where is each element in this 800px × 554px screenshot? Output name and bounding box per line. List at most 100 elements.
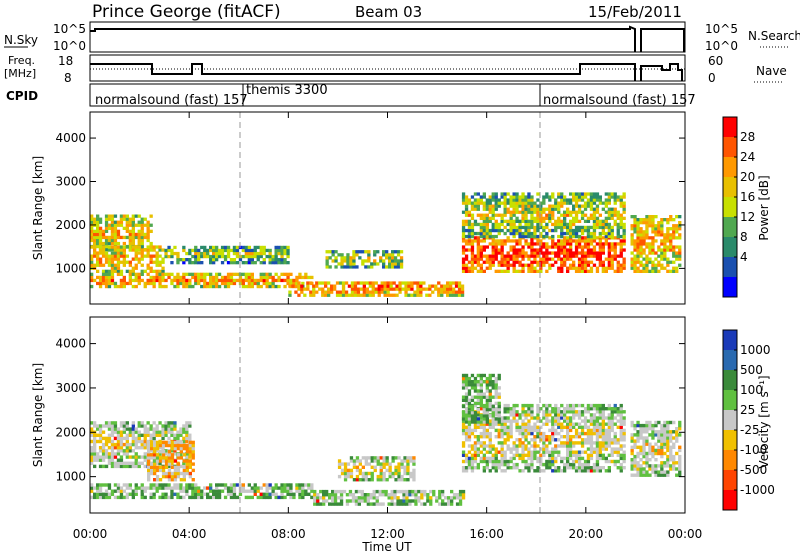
data-cell: [140, 489, 144, 493]
data-cell: [569, 201, 573, 205]
colorbar-swatch: [723, 330, 737, 351]
data-cell: [630, 458, 634, 462]
data-cell: [388, 253, 392, 257]
data-cell: [158, 468, 163, 473]
data-cell: [521, 469, 525, 473]
data-cell: [464, 398, 469, 402]
data-cell: [500, 216, 504, 220]
data-cell: [515, 225, 519, 230]
data-cell: [592, 251, 597, 255]
data-cell: [104, 260, 109, 264]
data-cell: [675, 433, 679, 437]
data-cell: [90, 452, 94, 456]
data-cell: [223, 245, 228, 250]
data-cell: [470, 234, 475, 239]
data-cell: [604, 441, 608, 445]
data-cell: [116, 269, 121, 273]
data-cell: [370, 474, 374, 479]
data-cell: [530, 216, 534, 220]
data-cell: [382, 465, 386, 469]
data-cell: [616, 260, 620, 264]
data-cell: [577, 228, 582, 233]
data-cell: [406, 462, 410, 466]
data-cell: [440, 293, 444, 297]
data-cell: [592, 447, 597, 451]
data-cell: [530, 210, 534, 214]
data-cell: [244, 278, 248, 283]
data-cell: [554, 201, 558, 205]
data-cell: [128, 223, 132, 227]
data-cell: [666, 427, 670, 431]
data-cell: [101, 455, 106, 459]
data-cell: [607, 435, 611, 439]
data-cell: [479, 266, 483, 270]
data-cell: [176, 483, 180, 487]
data-cell: [580, 248, 585, 252]
data-cell: [253, 281, 257, 286]
data-cell: [557, 195, 561, 199]
data-cell: [536, 198, 540, 202]
data-cell: [107, 272, 112, 276]
data-cell: [150, 456, 154, 460]
data-cell: [488, 389, 492, 393]
data-cell: [143, 248, 147, 252]
data-cell: [648, 473, 652, 477]
data-cell: [470, 216, 475, 220]
data-cell: [389, 293, 393, 297]
data-cell: [660, 254, 664, 258]
data-cell: [113, 455, 118, 459]
data-cell: [622, 260, 626, 264]
data-cell: [90, 455, 94, 459]
data-cell: [678, 445, 682, 449]
data-cell: [158, 440, 163, 445]
data-cell: [116, 436, 121, 441]
data-cell: [619, 269, 623, 273]
colorbar-tick-label: 100: [740, 383, 763, 397]
data-cell: [666, 442, 670, 446]
data-cell: [536, 216, 540, 220]
data-cell: [521, 257, 525, 261]
data-cell: [560, 459, 564, 464]
data-cell: [491, 462, 495, 467]
data-cell: [241, 254, 245, 259]
data-cell: [470, 207, 475, 211]
data-cell: [572, 204, 576, 208]
data-cell: [479, 420, 483, 424]
data-cell: [125, 452, 129, 456]
data-cell: [604, 231, 608, 236]
data-cell: [96, 232, 100, 237]
data-cell: [654, 467, 658, 471]
data-cell: [482, 222, 486, 227]
data-cell: [110, 220, 115, 224]
data-cell: [566, 416, 570, 420]
data-cell: [551, 462, 555, 467]
data-cell: [566, 251, 570, 255]
data-cell: [128, 241, 132, 246]
data-cell: [551, 428, 555, 433]
data-cell: [93, 436, 97, 441]
data-cell: [259, 254, 263, 259]
data-cell: [622, 207, 626, 211]
data-cell: [470, 395, 475, 399]
data-cell: [503, 459, 507, 464]
data-cell: [675, 251, 679, 255]
data-cell: [574, 225, 579, 230]
data-cell: [577, 198, 582, 202]
data-cell: [402, 499, 406, 503]
data-cell: [622, 257, 626, 261]
data-cell: [212, 495, 216, 500]
data-cell: [586, 407, 591, 411]
data-cell: [194, 254, 198, 259]
data-cell: [642, 242, 646, 246]
data-cell: [622, 466, 626, 470]
data-cell: [497, 401, 501, 406]
data-cell: [467, 376, 472, 381]
data-cell: [158, 430, 162, 434]
data-cell: [491, 447, 495, 451]
data-cell: [452, 493, 457, 497]
data-cell: [563, 198, 567, 202]
data-cell: [494, 401, 498, 406]
data-cell: [512, 192, 516, 196]
data-cell: [461, 404, 466, 409]
data-cell: [185, 281, 189, 286]
